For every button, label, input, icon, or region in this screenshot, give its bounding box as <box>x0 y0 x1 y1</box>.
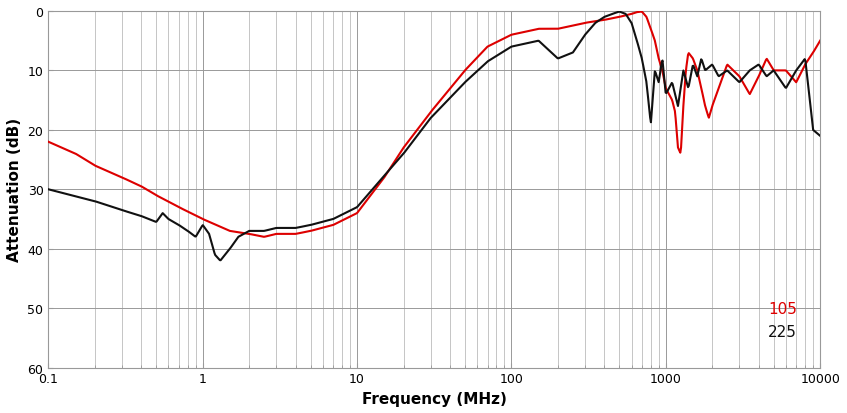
Text: 225: 225 <box>768 324 797 339</box>
Y-axis label: Attenuation (dB): Attenuation (dB) <box>7 118 22 262</box>
Text: 105: 105 <box>768 301 797 316</box>
X-axis label: Frequency (MHz): Frequency (MHz) <box>362 391 507 406</box>
